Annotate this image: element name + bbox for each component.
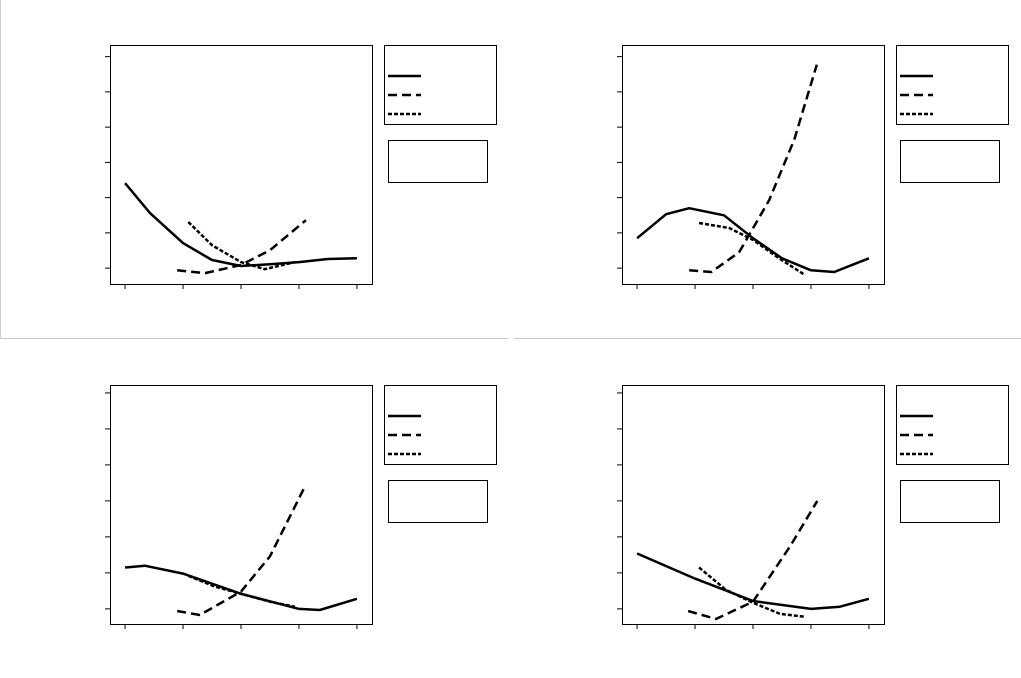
legend — [384, 385, 497, 465]
chart-panel — [617, 385, 1009, 629]
data-line — [177, 219, 307, 275]
data-line — [689, 64, 818, 274]
chart-panel — [617, 45, 1009, 289]
plot-area — [110, 385, 373, 625]
info-box — [900, 480, 1000, 523]
legend — [896, 45, 1009, 125]
chart-panel — [105, 45, 497, 289]
info-box — [900, 140, 1000, 183]
info-box — [388, 140, 488, 183]
plot-area — [622, 45, 885, 285]
info-box — [388, 480, 488, 523]
legend — [896, 385, 1009, 465]
data-line — [124, 564, 358, 612]
data-line — [187, 221, 296, 271]
data-line — [187, 574, 296, 608]
plot-area — [110, 45, 373, 285]
chart-panel — [105, 385, 497, 629]
plot-area — [622, 385, 885, 625]
data-line — [698, 221, 806, 277]
legend — [384, 45, 497, 125]
data-line — [636, 206, 870, 274]
data-line — [124, 182, 357, 268]
data-line — [698, 566, 806, 619]
data-line — [176, 487, 306, 617]
data-line — [636, 552, 870, 611]
data-line — [687, 500, 819, 621]
